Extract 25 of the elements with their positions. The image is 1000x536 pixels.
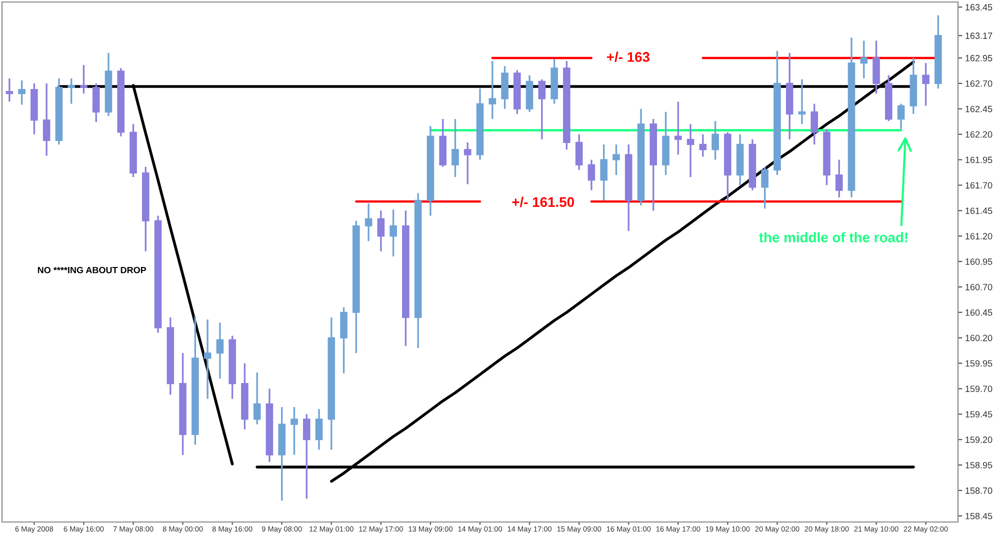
y-tick-label: 160.20 bbox=[966, 334, 992, 342]
y-tick-label: 158.95 bbox=[966, 462, 992, 468]
y-tick-label: 158.45 bbox=[966, 512, 992, 520]
y-tick-label: 158.70 bbox=[966, 487, 992, 494]
annotation: +/- 161.50 bbox=[512, 196, 574, 208]
y-tick-label: 160.95 bbox=[966, 258, 992, 265]
y-tick-label: 161.95 bbox=[966, 156, 992, 164]
annotation: +/- 163 bbox=[606, 52, 650, 62]
y-tick-label: 159.70 bbox=[966, 386, 992, 392]
y-tick-label: 159.95 bbox=[966, 360, 992, 367]
annotation: the middle of the road! bbox=[759, 232, 908, 242]
y-tick-label: 161.70 bbox=[966, 182, 992, 189]
y-tick-label: 161.45 bbox=[966, 208, 992, 214]
y-tick-label: 162.70 bbox=[966, 80, 992, 87]
y-tick-label: 159.45 bbox=[966, 411, 992, 418]
y-tick-label: 162.95 bbox=[966, 54, 992, 62]
y-tick-label: 163.45 bbox=[966, 4, 992, 10]
annotation: NO ****ING ABOUT DROP bbox=[38, 266, 146, 274]
y-tick-label: 159.20 bbox=[966, 436, 992, 443]
y-tick-label: 162.20 bbox=[966, 131, 992, 138]
y-tick-label: 161.20 bbox=[966, 233, 992, 240]
y-tick-label: 160.45 bbox=[966, 309, 992, 316]
y-tick-label: 163.17 bbox=[966, 32, 992, 39]
y-tick-label: 162.45 bbox=[966, 106, 992, 112]
y-tick-label: 160.70 bbox=[966, 284, 992, 290]
